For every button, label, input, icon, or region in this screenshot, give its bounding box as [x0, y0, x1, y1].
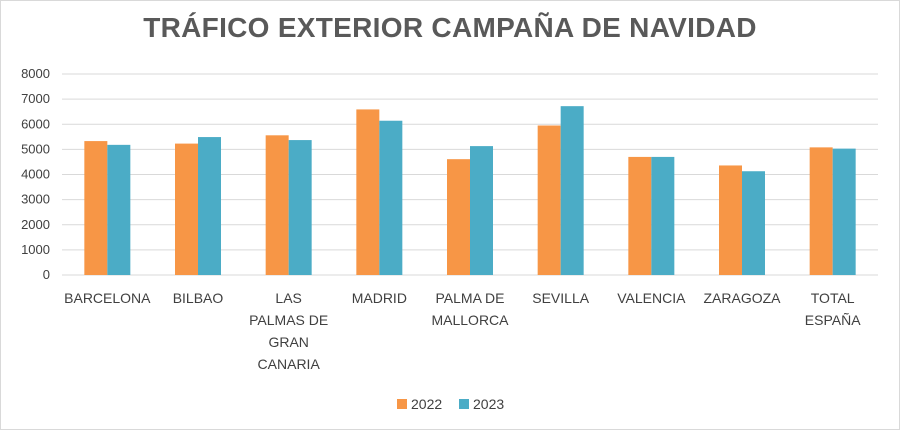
y-tick-label: 6000 — [21, 116, 50, 131]
x-category-label-line: MADRID — [352, 290, 407, 306]
bar-2022 — [175, 143, 198, 275]
bar-2023 — [107, 144, 131, 275]
x-category-label-line: SEVILLA — [532, 290, 589, 306]
x-category-label: PALMA DE MALLORCA — [431, 290, 509, 328]
bar-2023 — [651, 156, 675, 275]
y-tick-label: 8000 — [21, 66, 50, 81]
legend-swatch-2023 — [459, 399, 469, 409]
x-category-label-line: PALMAS DE — [249, 312, 328, 328]
bar-2023 — [742, 171, 765, 275]
y-tick-label: 2000 — [21, 217, 50, 232]
y-tick-label: 1000 — [21, 242, 50, 257]
y-axis-ticks: 0 1000 2000 3000 4000 5000 6000 7000 8000 — [21, 66, 50, 282]
chart-title: TRÁFICO EXTERIOR CAMPAÑA DE NAVIDAD — [143, 12, 757, 43]
bar-2023 — [379, 120, 403, 275]
x-category-label-line: ZARAGOZA — [703, 290, 781, 306]
bar-2023 — [198, 137, 221, 275]
x-category-label-line: GRAN — [268, 334, 308, 350]
bar-2022 — [809, 147, 833, 275]
x-category-label-line: VALENCIA — [617, 290, 686, 306]
x-category-label: ZARAGOZA — [703, 290, 781, 306]
bar-2023 — [832, 148, 856, 275]
x-axis-labels: BARCELONA BILBAO LAS PALMAS DE GRAN CANARIA MA… — [64, 290, 861, 372]
x-category-label-line: TOTAL — [811, 290, 855, 306]
legend-label-2022: 2022 — [411, 396, 442, 412]
legend: 2022 2023 — [397, 396, 504, 412]
x-category-label-line: MALLORCA — [431, 312, 509, 328]
x-category-label: VALENCIA — [617, 290, 686, 306]
bar-2022 — [447, 159, 470, 275]
x-category-label-line: LAS — [275, 290, 301, 306]
legend-label-2023: 2023 — [473, 396, 504, 412]
y-tick-label: 5000 — [21, 141, 50, 156]
y-tick-label: 4000 — [21, 167, 50, 182]
y-tick-label: 7000 — [21, 91, 50, 106]
legend-swatch-2022 — [397, 399, 407, 409]
bar-2022 — [356, 109, 380, 276]
x-category-label-line: BARCELONA — [64, 290, 151, 306]
x-category-label: SEVILLA — [532, 290, 589, 306]
x-category-label: BILBAO — [173, 290, 224, 306]
y-tick-label: 0 — [43, 267, 50, 282]
bar-2022 — [84, 141, 108, 275]
bar-2022 — [537, 125, 561, 275]
x-category-label-line: PALMA DE — [436, 290, 505, 306]
x-category-label-line: ESPAÑA — [805, 312, 861, 328]
bar-2023 — [470, 146, 493, 275]
bar-2022 — [628, 156, 652, 275]
x-category-label: TOTAL ESPAÑA — [805, 290, 861, 328]
x-category-label-line: CANARIA — [258, 356, 321, 372]
bar-2023 — [560, 106, 584, 275]
x-category-label-line: BILBAO — [173, 290, 224, 306]
x-category-label: LAS PALMAS DE GRAN CANARIA — [249, 290, 328, 372]
y-tick-label: 3000 — [21, 192, 50, 207]
x-category-label: BARCELONA — [64, 290, 151, 306]
x-category-label: MADRID — [352, 290, 407, 306]
bar-2022 — [265, 135, 289, 275]
bar-2022 — [719, 165, 742, 275]
bars — [84, 106, 856, 276]
bar-2023 — [288, 140, 312, 275]
